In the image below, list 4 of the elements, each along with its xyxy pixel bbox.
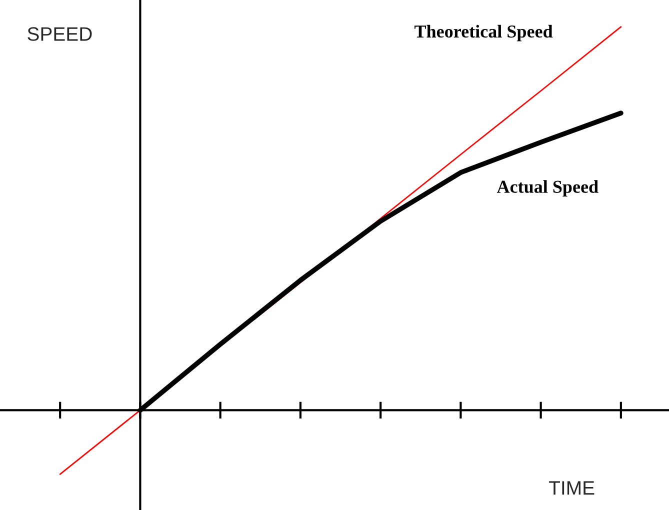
- x-axis-title: TIME: [549, 481, 594, 495]
- y-axis-title: SPEED: [28, 27, 92, 41]
- series-label: Actual Speed: [496, 180, 598, 197]
- series-label: Theoretical Speed: [414, 24, 553, 42]
